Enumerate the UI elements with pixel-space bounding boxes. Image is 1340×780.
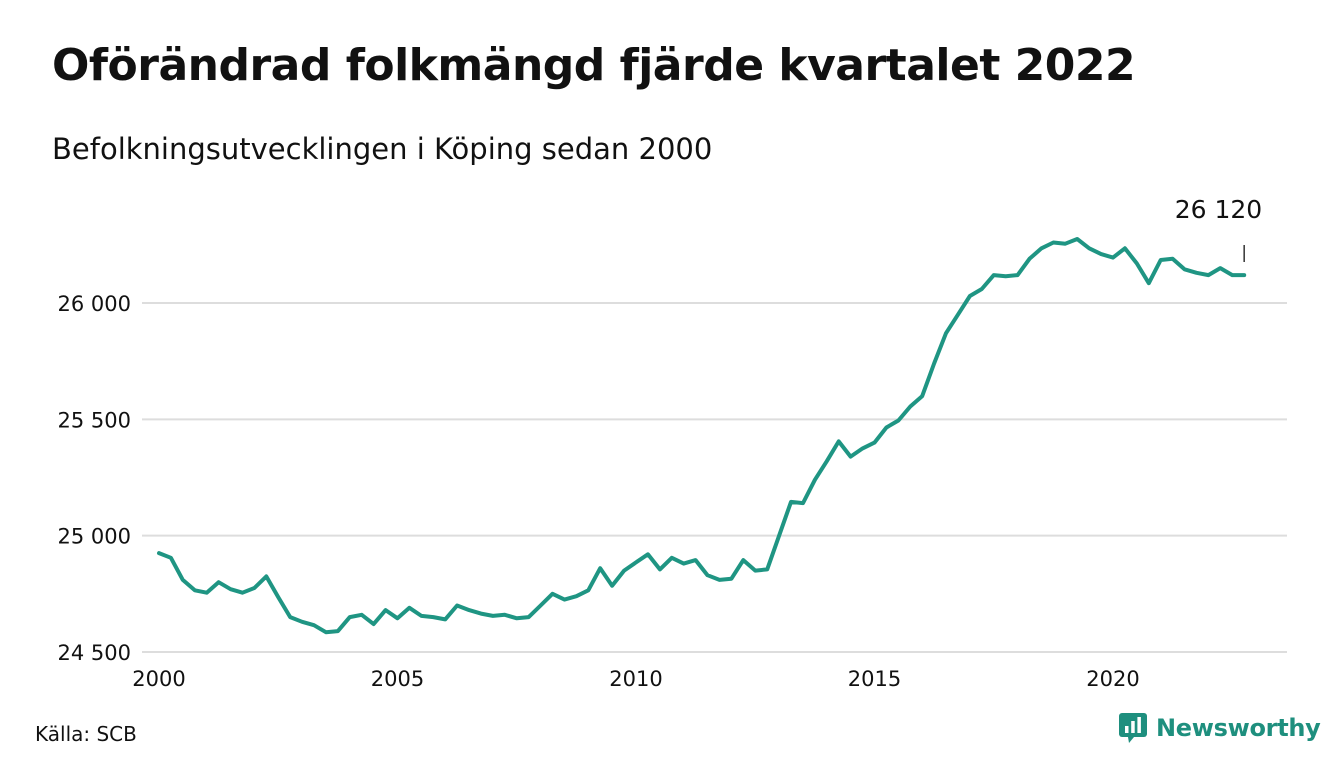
grid-lines — [142, 302, 1287, 653]
x-tick-label: 2000 — [132, 667, 185, 691]
series-line — [157, 237, 1247, 635]
x-tick-label: 2010 — [609, 667, 662, 691]
x-tick-label: 2020 — [1086, 667, 1139, 691]
y-tick-label: 25 500 — [58, 408, 131, 432]
series-group — [157, 237, 1247, 635]
source-note: Källa: SCB — [35, 722, 137, 746]
brand-logo[interactable]: Newsworthy — [1118, 712, 1321, 744]
chart-subtitle: Befolkningsutvecklingen i Köping sedan 2… — [52, 132, 713, 166]
last-value-label: 26 120 — [1175, 195, 1262, 224]
brand-name: Newsworthy — [1156, 714, 1321, 742]
x-axis: 2000 2005 2010 2015 2020 — [132, 667, 1139, 691]
x-tick-label: 2005 — [371, 667, 424, 691]
x-tick-label: 2015 — [848, 667, 901, 691]
y-tick-label: 24 500 — [58, 641, 131, 665]
newsworthy-logo-icon — [1119, 713, 1147, 743]
y-tick-label: 26 000 — [58, 292, 131, 316]
y-tick-label: 25 000 — [58, 525, 131, 549]
annotations: 26 120 — [1175, 195, 1262, 262]
y-axis: 24 500 25 000 25 500 26 000 — [58, 292, 131, 665]
chart-title: Oförändrad folkmängd fjärde kvartalet 20… — [52, 40, 1136, 91]
